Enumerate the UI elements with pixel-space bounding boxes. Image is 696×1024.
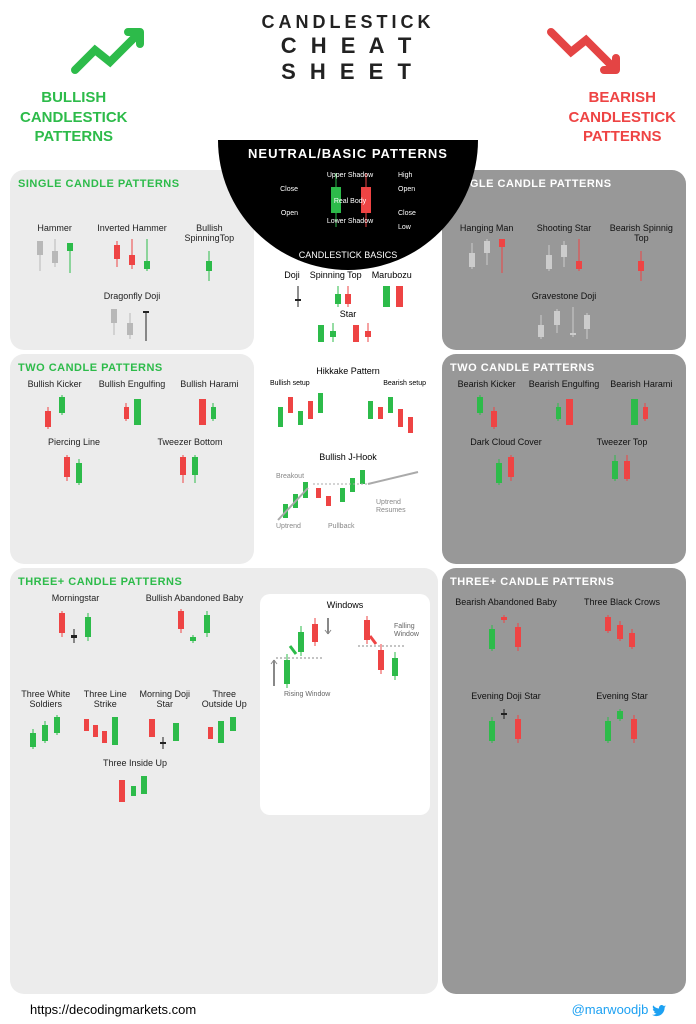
pattern-label: Bearish Kicker xyxy=(450,380,523,390)
pattern-label: Morning Doji Star xyxy=(137,690,193,710)
svg-text:High: High xyxy=(398,172,413,179)
pattern-label: Marubozu xyxy=(372,270,412,280)
pattern-label: Bullish Kicker xyxy=(18,380,91,390)
pattern-label: Tweezer Top xyxy=(566,438,678,448)
pattern-label: Bullish Abandoned Baby xyxy=(137,594,252,604)
pattern-label: Three Outside Up xyxy=(197,690,253,710)
section-title: THREE+ CANDLE PATTERNS xyxy=(18,576,430,588)
basics-subtitle: CANDLESTICK BASICS xyxy=(218,250,478,260)
pattern-label: Inverted Hammer xyxy=(95,224,168,234)
bearish-arrow-icon xyxy=(546,20,636,80)
pattern-label: Morningstar xyxy=(18,594,133,604)
pattern-label: Spinning Top xyxy=(310,270,362,280)
neutral-title: NEUTRAL/BASIC PATTERNS xyxy=(218,146,478,161)
section-title: SINGLE CANDLE PATTERNS xyxy=(18,178,246,190)
svg-text:Breakout: Breakout xyxy=(276,473,304,480)
pattern-label: Gravestone Doji xyxy=(450,292,678,302)
pattern-label: Three Inside Up xyxy=(18,759,252,769)
footer: https://decodingmarkets.com @marwoodjb xyxy=(0,1002,696,1018)
label: Bearish setup xyxy=(383,380,426,387)
svg-text:Open: Open xyxy=(398,186,415,193)
twitter-icon xyxy=(652,1004,666,1018)
svg-text:Close: Close xyxy=(280,186,298,193)
pattern-label: Dragonfly Doji xyxy=(18,292,246,302)
neutral-banner: NEUTRAL/BASIC PATTERNS Close Open Upper … xyxy=(218,140,478,270)
svg-text:Resumes: Resumes xyxy=(376,507,406,514)
bear-single-panel: SINGLE CANDLE PATTERNS Hanging Man Shoot… xyxy=(442,170,686,350)
pattern-label: Bullish J-Hook xyxy=(266,452,430,462)
section-title: TWO CANDLE PATTERNS xyxy=(450,362,678,374)
bullish-label: BULLISHCANDLESTICKPATTERNS xyxy=(20,88,128,147)
bull-two-panel: TWO CANDLE PATTERNS Bullish Kicker Bulli… xyxy=(10,354,254,564)
svg-text:Falling: Falling xyxy=(394,623,415,630)
section-title: TWO CANDLE PATTERNS xyxy=(18,362,246,374)
footer-handle: @marwoodjb xyxy=(572,1002,666,1018)
pattern-label: Bullish Harami xyxy=(173,380,246,390)
pattern-label: Dark Cloud Cover xyxy=(450,438,562,448)
bull-three-panel: THREE+ CANDLE PATTERNS Morningstar Bulli… xyxy=(10,568,438,994)
svg-text:Low: Low xyxy=(398,224,412,231)
anatomy-diagram: Close Open Upper Shadow Real Body Lower … xyxy=(258,165,438,243)
pattern-label: Piercing Line xyxy=(18,438,130,448)
pattern-label: Bearish Engulfing xyxy=(527,380,600,390)
svg-text:Open: Open xyxy=(281,210,298,217)
pattern-label: Star xyxy=(340,309,357,319)
bear-two-panel: TWO CANDLE PATTERNS Bearish Kicker Beari… xyxy=(442,354,686,564)
bearish-label: BEARISHCANDLESTICKPATTERNS xyxy=(569,88,677,147)
svg-text:Uptrend: Uptrend xyxy=(376,499,401,506)
pattern-label: Hikkake Pattern xyxy=(266,366,430,376)
bullish-arrow-icon xyxy=(70,20,160,80)
section-title: THREE+ CANDLE PATTERNS xyxy=(450,576,678,588)
pattern-label: Windows xyxy=(266,600,424,610)
svg-text:Uptrend: Uptrend xyxy=(276,523,301,530)
svg-text:Rising Window: Rising Window xyxy=(284,691,331,698)
pattern-label: Shooting Star xyxy=(527,224,600,234)
neutral-two-panel: Hikkake Pattern Bullish setup Bearish set… xyxy=(258,354,438,564)
pattern-label: Bearish Spinnig Top xyxy=(605,224,678,244)
pattern-label: Bearish Abandoned Baby xyxy=(450,598,562,608)
svg-text:Pullback: Pullback xyxy=(328,523,355,530)
main-grid: SINGLE CANDLE PATTERNS Hammer Inverted H… xyxy=(10,170,686,994)
pattern-label: Hammer xyxy=(18,224,91,234)
svg-text:Upper Shadow: Upper Shadow xyxy=(327,172,374,179)
svg-text:Real Body: Real Body xyxy=(334,198,367,205)
pattern-label: Evening Doji Star xyxy=(450,692,562,702)
pattern-label: Bearish Harami xyxy=(605,380,678,390)
pattern-label: Bullish Engulfing xyxy=(95,380,168,390)
pattern-label: Three Black Crows xyxy=(566,598,678,608)
svg-text:Lower Shadow: Lower Shadow xyxy=(327,218,374,225)
section-title: SINGLE CANDLE PATTERNS xyxy=(450,178,678,190)
bear-three-panel: THREE+ CANDLE PATTERNS Bearish Abandoned… xyxy=(442,568,686,994)
svg-text:Window: Window xyxy=(394,631,420,638)
pattern-label: Evening Star xyxy=(566,692,678,702)
pattern-label: Tweezer Bottom xyxy=(134,438,246,448)
pattern-label: Doji xyxy=(284,270,300,280)
svg-text:Close: Close xyxy=(398,210,416,217)
pattern-label: Three White Soldiers xyxy=(18,690,74,710)
pattern-label: Three Line Strike xyxy=(78,690,134,710)
label: Bullish setup xyxy=(270,380,310,387)
footer-url: https://decodingmarkets.com xyxy=(30,1002,196,1018)
